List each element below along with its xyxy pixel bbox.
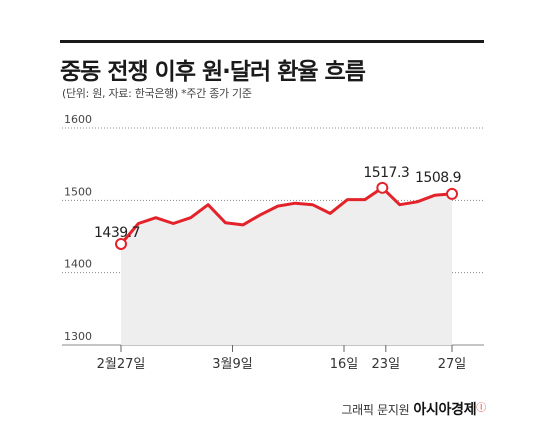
annotations: 1439.7 1517.3 1508.9 — [94, 165, 462, 250]
x-tick-label: 23일 — [372, 357, 401, 372]
x-tick-label: 3월9일 — [212, 357, 252, 372]
chart-title: 중동 전쟁 이후 원·달러 환율 흐름 — [60, 59, 366, 85]
credit-text: 그래픽 문지원 — [341, 403, 410, 417]
x-tick-label: 16일 — [330, 357, 359, 372]
y-tick-label: 1500 — [64, 185, 92, 198]
area-fill — [121, 187, 452, 345]
y-tick-label: 1400 — [64, 258, 92, 271]
data-point-marker — [115, 237, 127, 250]
data-label: 1517.3 — [363, 165, 409, 181]
chart-subtitle: (단위: 원, 자료: 한국은행) *주간 종가 기준 — [62, 87, 252, 100]
y-tick-label: 1300 — [64, 330, 92, 343]
y-axis: 1300 1400 1500 1600 — [64, 113, 92, 343]
series-line — [119, 186, 453, 245]
brand-logo-icon: ⓛ — [476, 403, 486, 414]
data-point-marker — [376, 181, 389, 194]
credit: 그래픽 문지원 아시아경제ⓛ — [341, 399, 486, 419]
data-label: 1508.9 — [415, 170, 461, 186]
x-axis: 2월27일 3월9일 16일 23일 27일 — [97, 345, 467, 372]
x-tick-label: 2월27일 — [97, 357, 146, 372]
data-label: 1439.7 — [94, 225, 140, 241]
top-rule — [60, 40, 484, 43]
x-tick-label: 27일 — [438, 357, 467, 372]
data-point-marker — [446, 187, 458, 200]
brand-name: 아시아경제 — [413, 402, 477, 418]
y-tick-label: 1600 — [64, 113, 92, 126]
